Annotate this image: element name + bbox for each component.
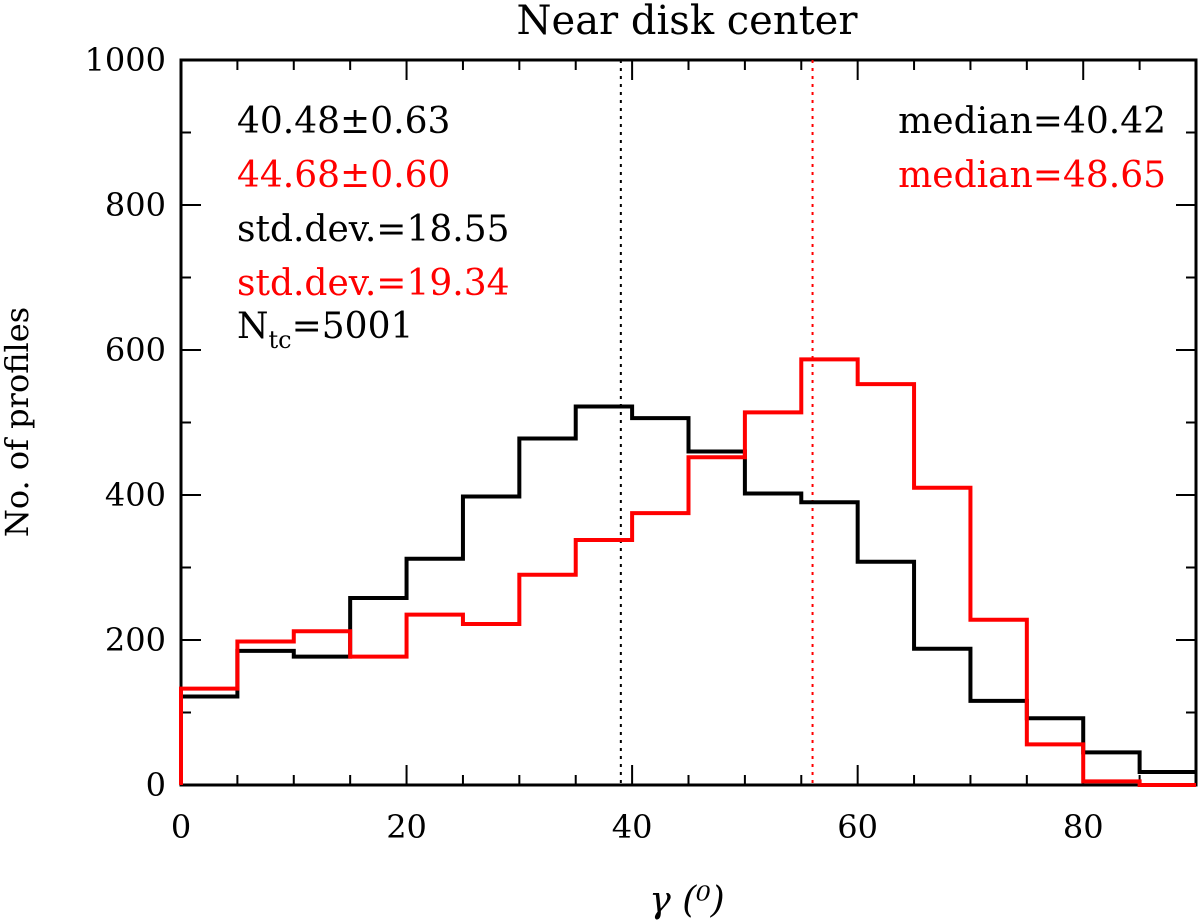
median-annotation: median=48.65 — [898, 155, 1166, 196]
chart-title: Near disk center — [517, 0, 859, 44]
y-tick-label: 0 — [146, 766, 166, 804]
stat-annotation: 44.68±0.60 — [237, 155, 450, 196]
x-tick-label: 80 — [1063, 808, 1104, 846]
x-axis-label: γ (⁰) — [649, 880, 724, 921]
x-tick-label: 20 — [386, 808, 427, 846]
x-tick-label: 40 — [612, 808, 653, 846]
red-histogram-series — [179, 357, 1196, 787]
plot-area: 0 20 40 60 800200400600800100040.48±0.6344.6… — [85, 41, 1198, 846]
y-tick-label: 800 — [105, 186, 166, 224]
stat-annotation: 40.48±0.63 — [237, 101, 450, 142]
median-annotation: median=40.42 — [898, 101, 1166, 142]
y-tick-label: 600 — [105, 331, 166, 369]
x-tick-label: 60 — [837, 808, 878, 846]
y-tick-label: 1000 — [85, 41, 166, 79]
ntc-annotation: Ntc=5001 — [237, 306, 413, 354]
y-tick-label: 200 — [105, 621, 166, 659]
stat-annotation: std.dev.=18.55 — [237, 209, 510, 250]
stat-annotation: std.dev.=19.34 — [237, 263, 510, 304]
y-tick-label: 400 — [105, 476, 166, 514]
y-axis-label: No. of profiles — [0, 307, 36, 537]
x-tick-label: 0 — [171, 808, 191, 846]
